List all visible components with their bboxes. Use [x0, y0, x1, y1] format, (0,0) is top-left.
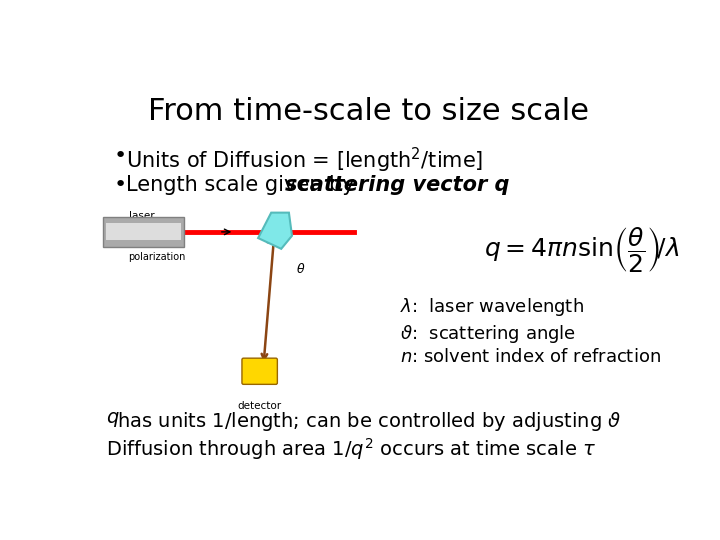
Text: $q = 4\pi n\sin\!\left(\dfrac{\theta}{2}\right)\!/\lambda$: $q = 4\pi n\sin\!\left(\dfrac{\theta}{2}…	[485, 225, 680, 274]
FancyBboxPatch shape	[242, 358, 277, 384]
Text: detector: detector	[238, 401, 282, 410]
Text: $\theta$: $\theta$	[296, 262, 305, 276]
Bar	[107, 224, 181, 240]
Text: $q$: $q$	[106, 410, 120, 429]
Text: $n$: solvent index of refraction: $n$: solvent index of refraction	[400, 348, 661, 366]
Text: •: •	[113, 146, 127, 166]
Text: Length scale given by: Length scale given by	[127, 175, 361, 195]
Text: scattering vector q: scattering vector q	[285, 175, 510, 195]
Text: $\lambda$:  laser wavelength: $\lambda$: laser wavelength	[400, 296, 584, 318]
Text: polarization: polarization	[129, 252, 186, 262]
Text: •: •	[113, 175, 127, 195]
Text: laser: laser	[129, 211, 155, 221]
Text: has units 1/length; can be controlled by adjusting $\vartheta$: has units 1/length; can be controlled by…	[117, 410, 622, 433]
Polygon shape	[258, 213, 292, 249]
Text: Units of Diffusion = [length$^2$/time]: Units of Diffusion = [length$^2$/time]	[127, 146, 484, 175]
Text: From time-scale to size scale: From time-scale to size scale	[148, 97, 590, 126]
Bar	[104, 217, 184, 247]
Text: Diffusion through area 1/$q^2$ occurs at time scale $\tau$: Diffusion through area 1/$q^2$ occurs at…	[106, 436, 595, 462]
Text: $\vartheta$:  scattering angle: $\vartheta$: scattering angle	[400, 323, 576, 345]
